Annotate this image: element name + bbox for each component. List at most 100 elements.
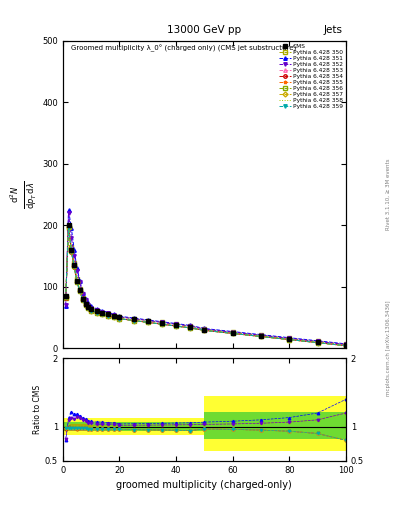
Pythia 6.428 354 [117,315,122,322]
Pythia 6.428 358 [75,279,79,285]
Pythia 6.428 352 [83,297,88,303]
Pythia 6.428 352 [89,305,94,311]
Pythia 6.428 350 [75,276,79,283]
Pythia 6.428 357 [287,336,292,343]
Pythia 6.428 352 [112,312,116,318]
Pythia 6.428 357 [343,343,348,349]
Line: Pythia 6.428 354: Pythia 6.428 354 [64,225,347,348]
Pythia 6.428 358 [86,305,91,311]
Pythia 6.428 352 [230,329,235,335]
Pythia 6.428 352 [131,315,136,322]
Pythia 6.428 357 [89,308,94,314]
Pythia 6.428 353 [343,343,348,349]
Pythia 6.428 359 [202,327,207,333]
Pythia 6.428 355 [202,327,207,333]
Pythia 6.428 350 [100,309,105,315]
Pythia 6.428 352 [86,302,91,308]
Pythia 6.428 352 [202,326,207,332]
CMS [188,324,193,330]
Pythia 6.428 355 [63,294,68,300]
Pythia 6.428 352 [66,210,71,216]
Pythia 6.428 350 [160,319,164,326]
Pythia 6.428 358 [202,327,207,333]
Pythia 6.428 358 [131,317,136,324]
Pythia 6.428 357 [86,305,91,311]
Pythia 6.428 354 [315,339,320,346]
Pythia 6.428 351 [86,300,91,306]
Pythia 6.428 350 [131,315,136,322]
Pythia 6.428 353 [230,330,235,336]
Pythia 6.428 354 [77,288,82,294]
Pythia 6.428 356 [287,336,292,343]
Pythia 6.428 357 [94,309,99,315]
CMS [230,330,235,336]
Pythia 6.428 352 [343,342,348,348]
Pythia 6.428 358 [100,311,105,317]
Pythia 6.428 353 [259,333,263,339]
Pythia 6.428 354 [69,249,74,255]
Pythia 6.428 353 [145,319,150,326]
Text: 13000 GeV pp: 13000 GeV pp [167,25,241,35]
Pythia 6.428 359 [80,296,85,303]
Pythia 6.428 357 [315,339,320,346]
Pythia 6.428 353 [77,288,82,294]
CMS [106,311,110,317]
Pythia 6.428 356 [112,314,116,321]
Pythia 6.428 350 [106,311,110,317]
Pythia 6.428 352 [160,319,164,326]
Pythia 6.428 359 [66,224,71,230]
Pythia 6.428 350 [230,329,235,335]
Pythia 6.428 353 [80,296,85,303]
Pythia 6.428 358 [80,296,85,303]
Pythia 6.428 355 [86,305,91,311]
Pythia 6.428 355 [94,309,99,315]
Pythia 6.428 357 [77,288,82,294]
Pythia 6.428 355 [259,333,263,339]
Pythia 6.428 355 [315,339,320,346]
Text: Jets: Jets [324,25,343,35]
Pythia 6.428 359 [106,312,110,318]
Line: Pythia 6.428 351: Pythia 6.428 351 [64,208,347,346]
Pythia 6.428 356 [202,327,207,333]
Pythia 6.428 352 [75,268,79,274]
Pythia 6.428 353 [66,222,71,228]
Pythia 6.428 358 [106,312,110,318]
Pythia 6.428 352 [100,309,105,315]
Pythia 6.428 355 [72,264,77,270]
Pythia 6.428 355 [89,308,94,314]
CMS [69,247,74,253]
Pythia 6.428 358 [145,319,150,326]
Pythia 6.428 357 [83,302,88,308]
Pythia 6.428 356 [117,315,122,322]
Pythia 6.428 355 [287,336,292,343]
Pythia 6.428 355 [160,321,164,327]
Pythia 6.428 352 [94,307,99,313]
Pythia 6.428 351 [174,321,178,327]
Pythia 6.428 356 [106,312,110,318]
Pythia 6.428 353 [315,339,320,346]
Pythia 6.428 356 [343,343,348,349]
Pythia 6.428 354 [89,308,94,314]
Pythia 6.428 359 [86,305,91,311]
Pythia 6.428 350 [315,338,320,345]
Pythia 6.428 353 [106,312,110,318]
Pythia 6.428 359 [343,343,348,349]
CMS [89,306,94,312]
Pythia 6.428 358 [188,325,193,331]
Pythia 6.428 354 [343,343,348,349]
Pythia 6.428 356 [72,263,77,269]
CMS [145,318,150,324]
Pythia 6.428 356 [100,311,105,317]
Pythia 6.428 355 [83,302,88,308]
Pythia 6.428 356 [174,323,178,329]
CMS [83,301,88,307]
Pythia 6.428 350 [202,326,207,332]
Pythia 6.428 356 [315,339,320,346]
Pythia 6.428 358 [112,314,116,321]
Pythia 6.428 359 [75,279,79,285]
Pythia 6.428 358 [287,336,292,343]
Pythia 6.428 358 [63,294,68,300]
Pythia 6.428 356 [230,330,235,336]
Pythia 6.428 351 [63,303,68,309]
Pythia 6.428 350 [174,321,178,327]
